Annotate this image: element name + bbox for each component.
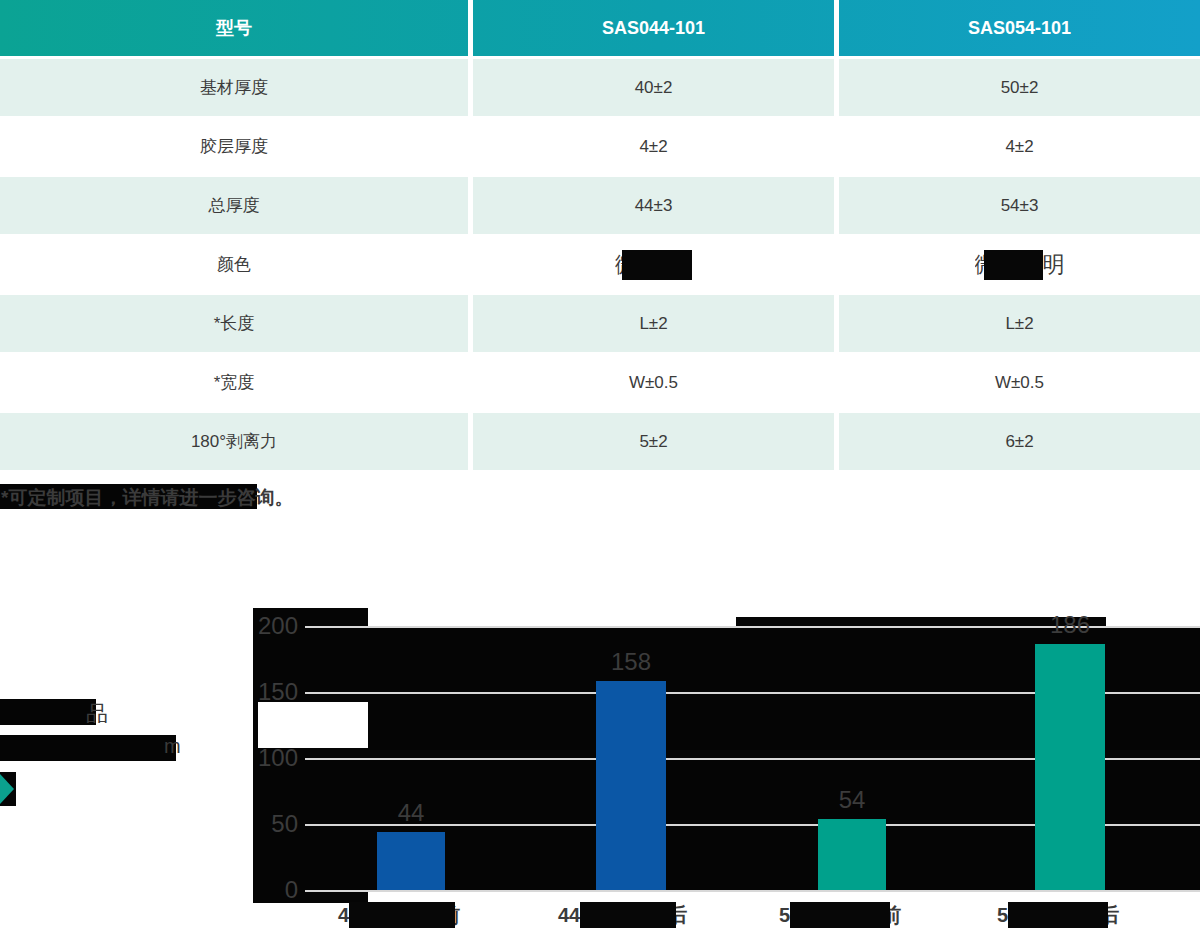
- row-label: 总厚度: [0, 177, 468, 234]
- row-label: *长度: [0, 295, 468, 352]
- row-label: 胶层厚度: [0, 118, 468, 175]
- header-cell-sas054: SAS054-101: [839, 0, 1200, 56]
- row-label: *宽度: [0, 354, 468, 411]
- label-prefix: 5: [779, 904, 790, 927]
- y-tick-0: 0: [236, 876, 298, 904]
- gridline-0: [305, 890, 1200, 892]
- partial-char: 微: [615, 250, 622, 280]
- product-datasheet-page: 型号 SAS044-101 SAS054-101 基材厚度 40±2 50±2 …: [0, 0, 1200, 952]
- label-prefix: 44: [558, 904, 580, 927]
- y-tick-150: 150: [236, 678, 298, 706]
- table-row-width: *宽度 W±0.5 W±0.5: [0, 354, 1200, 411]
- bar-44: [377, 832, 445, 890]
- y-tick-50: 50: [236, 810, 298, 838]
- table-row-peel-force: 180°剥离力 5±2 6±2: [0, 413, 1200, 470]
- x-category-label-3: 5前: [779, 900, 929, 930]
- legend-line1-redaction: [0, 699, 96, 725]
- chart-white-patch: [258, 702, 368, 748]
- header-cell-sas044: SAS044-101: [473, 0, 834, 56]
- x-category-label-4: 5后: [997, 900, 1147, 930]
- row-label: 颜色: [0, 236, 468, 293]
- bar-54: [818, 819, 886, 890]
- peel-force-bar-chart: 200 150 100 50 0 44 158 54 186 4前 44后 5前…: [0, 600, 1200, 952]
- redaction-block: [984, 250, 1043, 280]
- bar-value-label: 44: [371, 799, 451, 827]
- row-value-1-redacted: 微: [473, 236, 834, 293]
- label-prefix: 5: [997, 904, 1008, 927]
- row-value-2: L±2: [839, 295, 1200, 352]
- redaction-block: [580, 902, 676, 928]
- row-value-1: 44±3: [473, 177, 834, 234]
- footnote: *可定制项目，详情请进一步咨询。: [1, 485, 293, 511]
- bar-186: [1035, 644, 1105, 890]
- bar-value-label: 54: [812, 786, 892, 814]
- legend-line2-visible-char: m: [164, 735, 181, 758]
- table-row-total-thickness: 总厚度 44±3 54±3: [0, 177, 1200, 234]
- label-prefix: 4: [338, 904, 349, 927]
- redaction-block: [622, 250, 692, 280]
- legend-line2-redaction: [0, 735, 176, 761]
- partial-char: 微: [975, 250, 984, 280]
- y-tick-100: 100: [236, 744, 298, 772]
- column-divider: [468, 0, 473, 470]
- column-divider: [834, 0, 839, 470]
- row-value-1: L±2: [473, 295, 834, 352]
- legend-line1-visible-char: 品: [86, 699, 108, 729]
- header-cell-model: 型号: [0, 0, 468, 56]
- table-header-row: 型号 SAS044-101 SAS054-101: [0, 0, 1200, 56]
- table-row-substrate-thickness: 基材厚度 40±2 50±2: [0, 59, 1200, 116]
- row-value-2: 50±2: [839, 59, 1200, 116]
- row-value-1: 5±2: [473, 413, 834, 470]
- row-value-2: W±0.5: [839, 354, 1200, 411]
- row-label: 180°剥离力: [0, 413, 468, 470]
- bar-value-label: 158: [591, 648, 671, 676]
- row-value-1: 4±2: [473, 118, 834, 175]
- table-row-length: *长度 L±2 L±2: [0, 295, 1200, 352]
- x-category-label-1: 4前: [338, 900, 488, 930]
- row-value-2: 54±3: [839, 177, 1200, 234]
- row-value-2-redacted: 微明: [839, 236, 1200, 293]
- row-value-2: 6±2: [839, 413, 1200, 470]
- play-icon: [0, 774, 14, 804]
- row-label: 基材厚度: [0, 59, 468, 116]
- row-value-2: 4±2: [839, 118, 1200, 175]
- redaction-block: [349, 902, 455, 928]
- redaction-block: [1008, 902, 1108, 928]
- table-row-adhesive-thickness: 胶层厚度 4±2 4±2: [0, 118, 1200, 175]
- row-value-1: W±0.5: [473, 354, 834, 411]
- row-value-1: 40±2: [473, 59, 834, 116]
- table-row-color: 颜色 微 微明: [0, 236, 1200, 293]
- x-category-label-2: 44后: [558, 900, 708, 930]
- bar-158: [596, 681, 666, 890]
- redaction-block: [790, 902, 890, 928]
- partial-char: 明: [1043, 250, 1065, 280]
- bar-value-label: 186: [1030, 611, 1110, 639]
- y-tick-200: 200: [236, 612, 298, 640]
